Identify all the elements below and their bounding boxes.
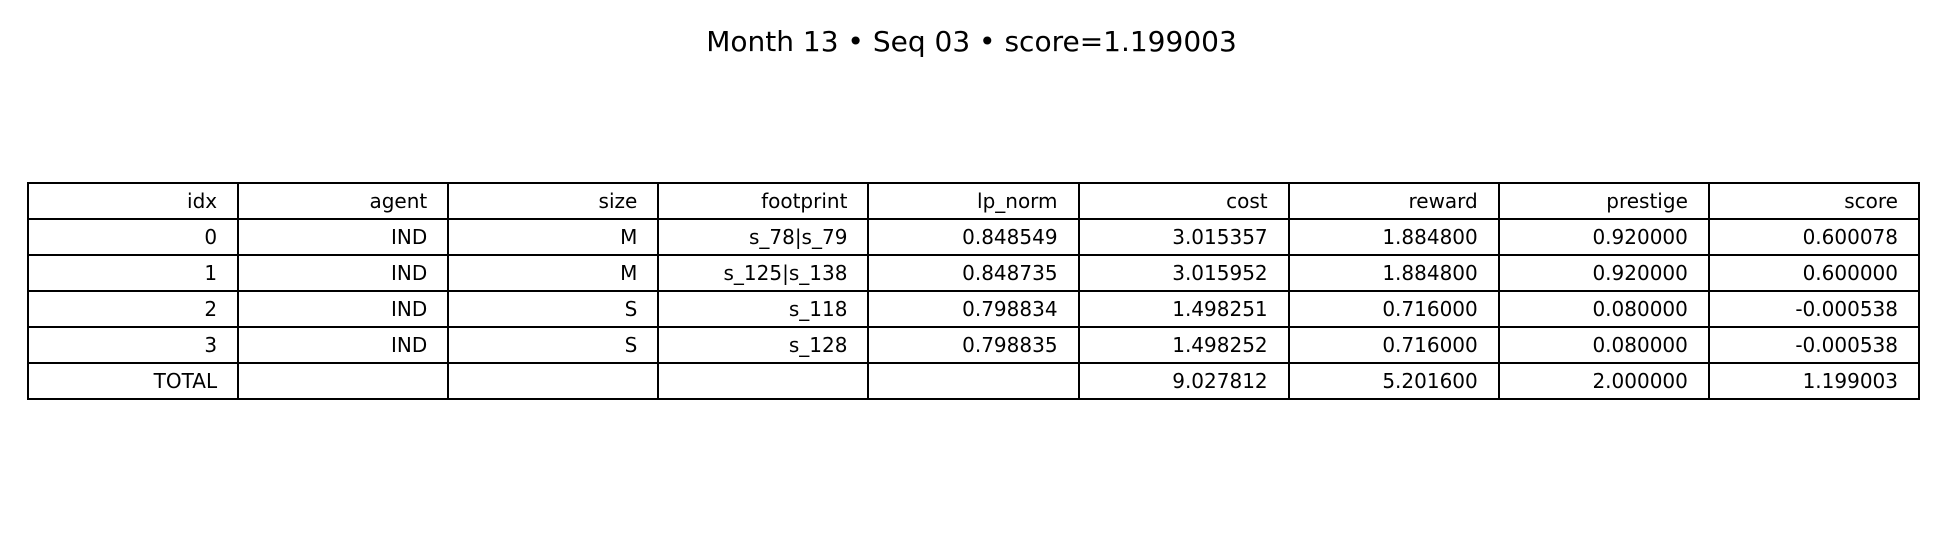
cell-score: -0.000538 [1707, 290, 1921, 328]
cell-idx: 3 [26, 326, 240, 364]
column-header-idx: idx [26, 182, 240, 220]
cell-footprint: s_125|s_138 [657, 254, 870, 292]
cell-footprint: s_128 [657, 326, 870, 364]
cell-idx: 1 [26, 254, 240, 292]
cell-idx: 0 [26, 218, 240, 256]
cell-agent: IND [237, 290, 450, 328]
cell-size: S [447, 326, 660, 364]
cell-reward: 5.201600 [1287, 362, 1500, 400]
cell-reward: 0.716000 [1287, 290, 1500, 328]
column-header-footprint: footprint [657, 182, 870, 220]
cell-idx: 2 [26, 290, 240, 328]
cell-cost: 1.498251 [1077, 290, 1290, 328]
cell-cost: 1.498252 [1077, 326, 1290, 364]
column-header-lp-norm: lp_norm [867, 182, 1080, 220]
cell-agent: IND [237, 218, 450, 256]
cell-lp-norm [867, 362, 1080, 400]
cell-lp-norm: 0.798834 [867, 290, 1080, 328]
cell-prestige: 2.000000 [1497, 362, 1710, 400]
cell-score: -0.000538 [1707, 326, 1921, 364]
column-header-score: score [1707, 182, 1921, 220]
cell-score: 0.600078 [1707, 218, 1921, 256]
results-table: idx agent size footprint lp_norm cost reward pr… [26, 182, 1921, 400]
cell-prestige: 0.920000 [1497, 254, 1710, 292]
page-title: Month 13 • Seq 03 • score=1.199003 [706, 25, 1237, 58]
cell-cost: 3.015357 [1077, 218, 1290, 256]
table-header: idx agent size footprint lp_norm cost reward pr… [26, 182, 1921, 220]
cell-prestige: 0.080000 [1497, 326, 1710, 364]
cell-agent [237, 362, 450, 400]
cell-lp-norm: 0.798835 [867, 326, 1080, 364]
cell-prestige: 0.920000 [1497, 218, 1710, 256]
cell-reward: 1.884800 [1287, 254, 1500, 292]
cell-agent: IND [237, 326, 450, 364]
column-header-agent: agent [237, 182, 450, 220]
cell-size: S [447, 290, 660, 328]
cell-size: M [447, 218, 660, 256]
cell-footprint: s_78|s_79 [657, 218, 870, 256]
column-header-prestige: prestige [1497, 182, 1710, 220]
cell-agent: IND [237, 254, 450, 292]
cell-score: 1.199003 [1707, 362, 1921, 400]
total-row: TOTAL 9.027812 5.201600 2.000000 1.199003 [26, 362, 1921, 400]
cell-size: M [447, 254, 660, 292]
cell-footprint: s_118 [657, 290, 870, 328]
cell-prestige: 0.080000 [1497, 290, 1710, 328]
header-row: idx agent size footprint lp_norm cost reward pr… [26, 182, 1921, 220]
cell-cost: 3.015952 [1077, 254, 1290, 292]
column-header-cost: cost [1077, 182, 1290, 220]
cell-lp-norm: 0.848549 [867, 218, 1080, 256]
cell-reward: 0.716000 [1287, 326, 1500, 364]
column-header-size: size [447, 182, 660, 220]
cell-idx: TOTAL [26, 362, 240, 400]
cell-score: 0.600000 [1707, 254, 1921, 292]
cell-size [447, 362, 660, 400]
column-header-reward: reward [1287, 182, 1500, 220]
cell-reward: 1.884800 [1287, 218, 1500, 256]
cell-footprint [657, 362, 870, 400]
cell-lp-norm: 0.848735 [867, 254, 1080, 292]
cell-cost: 9.027812 [1077, 362, 1290, 400]
